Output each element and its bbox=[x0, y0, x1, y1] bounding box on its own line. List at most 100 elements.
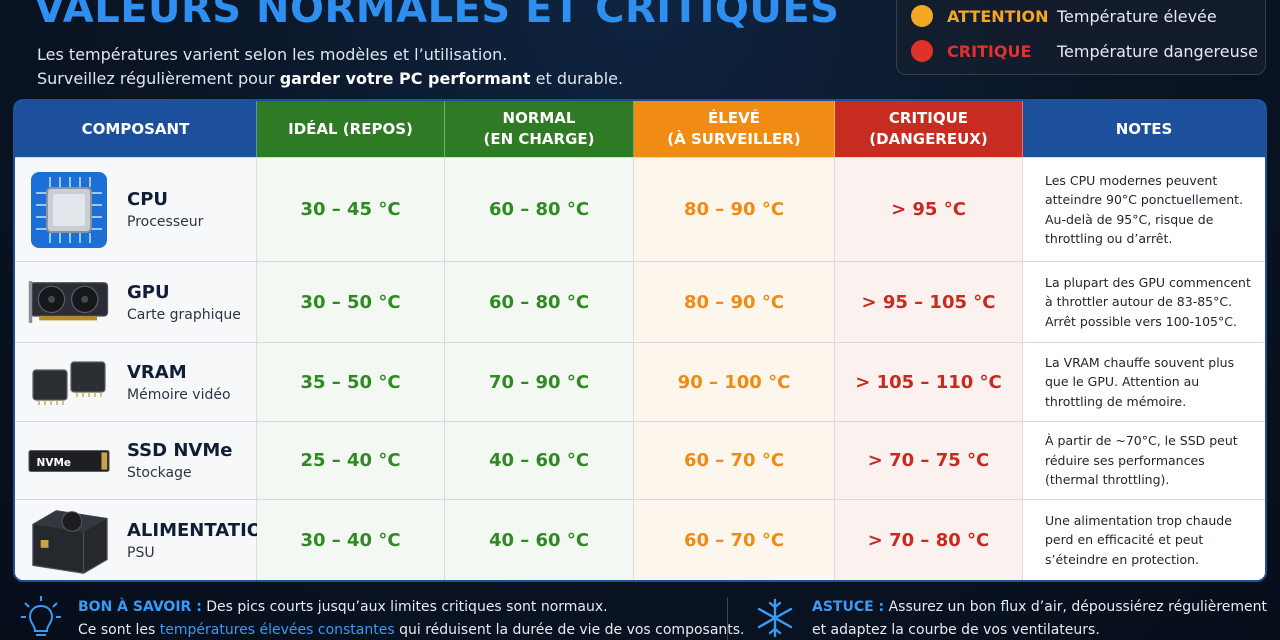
tip-label: ASTUCE : bbox=[812, 599, 885, 615]
col-header-high: ÉLEVÉ (À SURVEILLER) bbox=[634, 101, 835, 157]
component-cell: NVMe SSD NVMe Stockage bbox=[15, 422, 257, 499]
subtitle-text: Surveillez régulièrement pour bbox=[37, 69, 280, 88]
notes-cell: À partir de ~70°C, le SSD peut réduire s… bbox=[1023, 422, 1265, 499]
tip-good-to-know: BON À SAVOIR : Des pics courts jusqu’aux… bbox=[20, 596, 745, 640]
tip-line: BON À SAVOIR : Des pics courts jusqu’aux… bbox=[78, 596, 745, 619]
component-subtitle: PSU bbox=[127, 544, 155, 561]
legend-name: ATTENTION bbox=[947, 6, 1049, 26]
attention-dot-icon bbox=[911, 5, 933, 27]
temperature-table: COMPOSANT IDÉAL (REPOS) NORMAL (EN CHARGE… bbox=[13, 99, 1267, 582]
critical-temp: > 95 °C bbox=[835, 158, 1023, 261]
note-line: Une alimentation trop chaude bbox=[1045, 512, 1232, 528]
notes-cell: Une alimentation trop chaude perd en eff… bbox=[1023, 500, 1265, 580]
component-subtitle: Carte graphique bbox=[127, 306, 241, 323]
note-line: s’éteindre en protection. bbox=[1045, 551, 1200, 567]
legend: ATTENTION Température élevée CRITIQUE Te… bbox=[896, 0, 1266, 75]
subtitle-text-end: durable. bbox=[556, 69, 624, 88]
legend-name: CRITIQUE bbox=[947, 41, 1032, 61]
lightbulb-icon bbox=[20, 596, 62, 640]
col-header-text: ÉLEVÉ bbox=[708, 109, 760, 127]
component-cell: ALIMENTATION PSU bbox=[15, 500, 277, 580]
component-name: VRAM bbox=[127, 361, 187, 383]
legend-desc: Température dangereuse bbox=[1057, 41, 1258, 61]
high-temp: 60 – 70 °C bbox=[634, 422, 835, 499]
tip-highlight: températures élevées constantes bbox=[159, 622, 395, 638]
high-temp: 80 – 90 °C bbox=[634, 158, 835, 261]
page-subtitle: Les températures varient selon les modèl… bbox=[37, 43, 623, 91]
tip-line: ASTUCE : Assurez un bon flux d’air, dépo… bbox=[812, 596, 1267, 619]
tip-text: Assurez un bon flux d’air, dépoussiérez … bbox=[884, 599, 1268, 615]
col-header-notes: NOTES bbox=[1023, 101, 1265, 157]
tip-text: Ce sont les bbox=[78, 622, 160, 638]
legend-item-critique: CRITIQUE Température dangereuse bbox=[911, 37, 1258, 65]
critical-temp: > 95 – 105 °C bbox=[835, 262, 1023, 342]
table-row: VRAM Mémoire vidéo 35 – 50 °C 70 – 90 °C… bbox=[15, 342, 1265, 421]
col-header-text: CRITIQUE bbox=[888, 109, 969, 127]
ideal-temp: 35 – 50 °C bbox=[257, 343, 445, 421]
note-line: throttling ou d’arrêt. bbox=[1045, 231, 1173, 246]
tip-label: BON À SAVOIR : bbox=[78, 599, 202, 615]
tip-text: Des pics courts jusqu’aux limites critiq… bbox=[201, 599, 608, 615]
note-line: que le GPU. Attention au bbox=[1045, 374, 1200, 390]
col-header-text: NORMAL bbox=[502, 109, 576, 127]
component-name: GPU bbox=[127, 281, 170, 303]
critique-dot-icon bbox=[911, 40, 933, 62]
col-header-critical: CRITIQUE (DANGEREUX) bbox=[835, 101, 1023, 157]
critical-temp: > 70 – 80 °C bbox=[835, 500, 1023, 580]
note-line: à throttler autour de 83-85°C. bbox=[1045, 294, 1233, 310]
graphics-card-icon bbox=[27, 262, 111, 342]
critical-temp: > 70 – 75 °C bbox=[835, 422, 1023, 499]
col-header-text: (DANGEREUX) bbox=[869, 130, 988, 148]
notes-cell: La plupart des GPU commencent à throttle… bbox=[1023, 262, 1265, 342]
memory-chip-icon bbox=[27, 342, 111, 422]
normal-temp: 40 – 60 °C bbox=[445, 422, 634, 499]
notes-cell: Les CPU modernes peuvent atteindre 90°C … bbox=[1023, 158, 1265, 261]
high-temp: 80 – 90 °C bbox=[634, 262, 835, 342]
tip-line: Ce sont les températures élevées constan… bbox=[78, 619, 745, 640]
divider bbox=[727, 597, 728, 640]
tip-astuce: ASTUCE : Assurez un bon flux d’air, dépo… bbox=[754, 596, 1267, 640]
component-cell: CPU Processeur bbox=[15, 158, 257, 261]
cpu-chip-icon bbox=[27, 170, 111, 250]
note-line: atteindre 90°C ponctuellement. bbox=[1045, 192, 1244, 207]
table-row: GPU Carte graphique 30 – 50 °C 60 – 80 °… bbox=[15, 261, 1265, 342]
note-line: Les CPU modernes peuvent bbox=[1045, 172, 1218, 188]
table-row: NVMe SSD NVMe Stockage 25 – 40 °C 40 – 6… bbox=[15, 421, 1265, 499]
note-line: La plupart des GPU commencent bbox=[1045, 274, 1251, 290]
component-cell: VRAM Mémoire vidéo bbox=[15, 343, 257, 421]
normal-temp: 60 – 80 °C bbox=[445, 158, 634, 261]
component-name: SSD NVMe bbox=[127, 440, 233, 461]
subtitle-text-mid: et bbox=[530, 69, 557, 88]
snowflake-icon bbox=[754, 596, 796, 640]
normal-temp: 60 – 80 °C bbox=[445, 262, 634, 342]
tip-line: et adaptez la courbe de vos ventilateurs… bbox=[812, 622, 1100, 638]
component-name: CPU bbox=[127, 189, 169, 210]
note-line: throttling de mémoire. bbox=[1045, 393, 1187, 409]
component-subtitle: Mémoire vidéo bbox=[127, 386, 231, 403]
ideal-temp: 30 – 45 °C bbox=[257, 158, 445, 261]
subtitle-emphasis: garder votre PC performant bbox=[279, 69, 531, 88]
note-line: réduire ses performances bbox=[1045, 452, 1205, 468]
table-row: CPU Processeur 30 – 45 °C 60 – 80 °C 80 … bbox=[15, 157, 1265, 261]
note-line: La VRAM chauffe souvent plus bbox=[1045, 354, 1235, 370]
high-temp: 90 – 100 °C bbox=[634, 343, 835, 421]
component-subtitle: Stockage bbox=[127, 465, 192, 481]
note-line: (thermal throttling). bbox=[1045, 472, 1170, 488]
subtitle-line-2: Surveillez régulièrement pour garder vot… bbox=[37, 67, 623, 91]
nvme-ssd-icon: NVMe bbox=[27, 421, 111, 501]
notes-cell: La VRAM chauffe souvent plus que le GPU.… bbox=[1023, 343, 1265, 421]
component-cell: GPU Carte graphique bbox=[15, 262, 257, 342]
high-temp: 60 – 70 °C bbox=[634, 500, 835, 580]
note-line: À partir de ~70°C, le SSD peut bbox=[1045, 433, 1238, 449]
normal-temp: 40 – 60 °C bbox=[445, 500, 634, 580]
component-subtitle: Processeur bbox=[127, 214, 204, 230]
subtitle-line-1: Les températures varient selon les modèl… bbox=[37, 45, 508, 64]
power-supply-icon bbox=[27, 500, 111, 580]
tip-text: qui réduisent la durée de vie de vos com… bbox=[394, 622, 745, 638]
component-name: ALIMENTATION bbox=[127, 519, 278, 541]
legend-item-attention: ATTENTION Température élevée bbox=[911, 2, 1217, 30]
col-header-text: (À SURVEILLER) bbox=[667, 130, 801, 148]
note-line: perd en efficacité et peut bbox=[1045, 532, 1204, 548]
table-header: COMPOSANT IDÉAL (REPOS) NORMAL (EN CHARGE… bbox=[15, 101, 1265, 157]
critical-temp: > 105 – 110 °C bbox=[835, 343, 1023, 421]
